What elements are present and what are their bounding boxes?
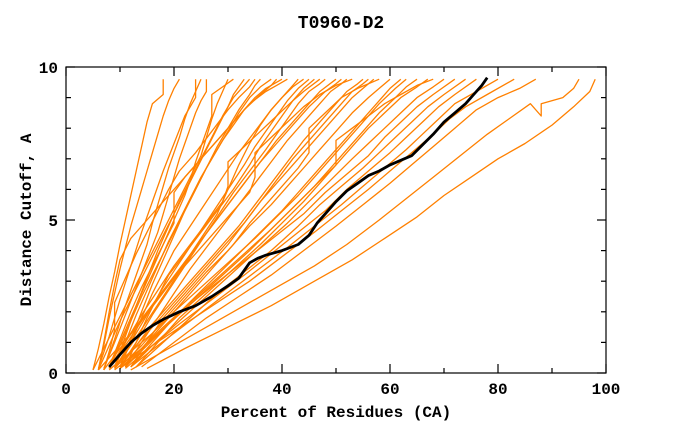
model-series-line <box>119 78 326 368</box>
model-series-line <box>130 78 580 371</box>
x-tick-label: 20 <box>164 381 183 399</box>
axis-ticks <box>65 66 607 374</box>
model-series-line <box>130 78 499 368</box>
model-series-line <box>130 78 445 368</box>
model-series-line <box>113 78 251 368</box>
model-series-line <box>141 78 537 368</box>
series-lines <box>92 76 596 371</box>
chart-title: T0960-D2 <box>298 14 384 34</box>
model-series-line <box>108 78 288 368</box>
model-series-line <box>108 78 321 369</box>
y-axis-label: Distance Cutoff, A <box>18 133 36 306</box>
model-series-line <box>119 78 391 368</box>
model-series-line <box>97 78 180 371</box>
model-series-line <box>146 78 596 369</box>
x-tick-label: 60 <box>380 381 399 399</box>
y-tick-label: 10 <box>39 60 58 78</box>
model-series-line <box>103 79 208 369</box>
model-series-line <box>114 78 375 369</box>
model-series-line <box>130 78 369 368</box>
model-series-line <box>124 78 380 368</box>
x-axis-label: Percent of Residues (CA) <box>221 404 451 422</box>
y-tick-label: 5 <box>48 213 58 231</box>
model-series-line <box>114 78 342 369</box>
model-series-line <box>103 78 304 371</box>
x-tick-label: 0 <box>61 381 71 399</box>
model-series-line <box>103 78 256 371</box>
model-series-line <box>103 78 202 371</box>
x-tick-label: 80 <box>488 381 507 399</box>
model-series-line <box>108 78 407 371</box>
model-series-line <box>119 78 272 368</box>
highlighted-series-line <box>108 76 489 368</box>
x-tick-label: 40 <box>272 381 291 399</box>
model-series-line <box>92 79 164 371</box>
model-series-line <box>124 78 348 368</box>
y-tick-label: 0 <box>48 366 58 384</box>
x-tick-label: 100 <box>592 381 621 399</box>
model-series-line <box>108 78 353 369</box>
model-series-line <box>119 78 515 369</box>
axis-tick-labels: 0 20 40 60 80 100 0 5 10 <box>39 60 621 399</box>
